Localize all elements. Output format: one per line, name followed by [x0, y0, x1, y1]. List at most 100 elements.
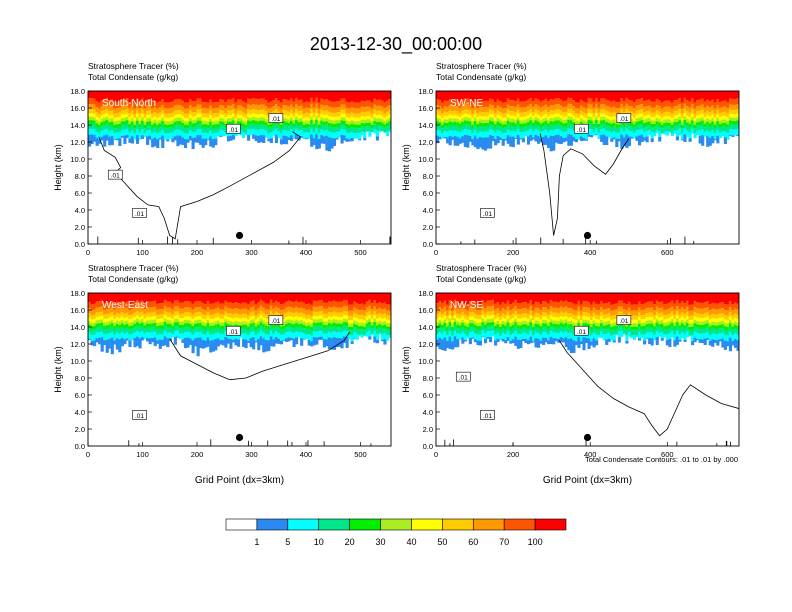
- x-tick-label: 600: [661, 450, 674, 459]
- y-tick-label: 6.0: [75, 391, 85, 400]
- y-tick-label: 16.0: [70, 104, 85, 113]
- contour-label: .01: [577, 127, 586, 134]
- colorbar-swatch: [349, 518, 381, 531]
- y-tick-label: 12.0: [70, 340, 85, 349]
- condensate-contour: [98, 131, 302, 240]
- y-tick-label: 0.0: [75, 240, 85, 249]
- y-tick-label: 16.0: [418, 306, 433, 315]
- contour-label-box: [226, 325, 241, 336]
- y-tick-label: 10.0: [418, 357, 433, 366]
- y-tick-label: 8.0: [75, 374, 85, 383]
- y-tick-label: 0.0: [423, 442, 433, 451]
- y-axis-label: Height (km): [53, 144, 63, 191]
- y-tick-label: 6.0: [423, 391, 433, 400]
- condensate-contour: [169, 331, 350, 381]
- x-tick-label: 200: [191, 450, 204, 459]
- tracer-field: [88, 293, 391, 446]
- y-tick-label: 16.0: [418, 104, 433, 113]
- contour-label-box: [226, 123, 241, 134]
- contour-label-box: [132, 410, 147, 420]
- y-tick-label: 12.0: [418, 340, 433, 349]
- x-tick-label: 0: [434, 450, 438, 459]
- panels: Stratosphere Tracer (%)Total Condensate …: [53, 61, 740, 486]
- colorbar-swatch: [503, 518, 536, 531]
- colorbar-label: 60: [468, 537, 478, 547]
- colorbar-label: 100: [528, 537, 543, 547]
- y-tick-label: 14.0: [70, 121, 85, 130]
- x-tick-label: 0: [86, 248, 90, 257]
- x-axis-label: Grid Point (dx=3km): [543, 475, 632, 486]
- contour-label: .01: [459, 375, 468, 382]
- condensate-contour: [559, 340, 739, 437]
- x-tick-label: 200: [507, 248, 520, 257]
- x-tick-label: 400: [300, 450, 313, 459]
- x-axis-label: Grid Point (dx=3km): [195, 475, 284, 486]
- y-tick-label: 6.0: [423, 189, 433, 198]
- contour-label: .01: [577, 329, 586, 336]
- panel-south-north: Stratosphere Tracer (%)Total Condensate …: [53, 61, 392, 257]
- panel-subtitle-tracer: Stratosphere Tracer (%): [88, 61, 179, 71]
- contour-label: .01: [229, 329, 238, 336]
- colorbar-swatch: [472, 518, 505, 531]
- x-tick-label: 100: [136, 450, 149, 459]
- y-tick-label: 8.0: [75, 172, 85, 181]
- panel-west-east: Stratosphere Tracer (%)Total Condensate …: [53, 263, 392, 486]
- condensate-contour: [539, 133, 630, 236]
- y-tick-label: 2.0: [75, 223, 85, 232]
- y-tick-label: 18.0: [70, 87, 85, 96]
- figure-title: 2013-12-30_00:00:00: [310, 34, 482, 55]
- panel-nw-se: Stratosphere Tracer (%)Total Condensate …: [401, 263, 740, 486]
- colorbar-swatch: [318, 518, 350, 531]
- panel-subtitle-tracer: Stratosphere Tracer (%): [436, 61, 527, 71]
- y-tick-label: 10.0: [70, 155, 85, 164]
- contour-label: .01: [271, 318, 280, 325]
- y-tick-label: 4.0: [423, 206, 433, 215]
- x-tick-label: 0: [86, 450, 90, 459]
- colorbar-label: 30: [376, 537, 386, 547]
- y-tick-label: 0.0: [423, 240, 433, 249]
- location-marker: [235, 433, 244, 442]
- contour-label-box: [574, 123, 589, 134]
- x-tick-label: 400: [584, 248, 597, 257]
- x-tick-label: 400: [584, 450, 597, 459]
- y-axis-label: Height (km): [401, 144, 411, 191]
- y-tick-label: 10.0: [418, 155, 433, 164]
- panel-sw-ne: Stratosphere Tracer (%)Total Condensate …: [401, 61, 740, 257]
- panel-subtitle-condensate: Total Condensate (g/kg): [88, 72, 178, 82]
- y-tick-label: 4.0: [423, 408, 433, 417]
- y-tick-label: 12.0: [70, 138, 85, 147]
- x-tick-label: 200: [191, 248, 204, 257]
- contour-label-box: [268, 113, 284, 123]
- colorbar-label: 20: [345, 537, 355, 547]
- y-tick-label: 0.0: [75, 442, 85, 451]
- contour-label-box: [132, 208, 147, 218]
- contour-label-box: [107, 169, 123, 180]
- contour-label-box: [480, 208, 495, 218]
- panel-subtitle-condensate: Total Condensate (g/kg): [436, 72, 526, 82]
- panel-label: South-North: [102, 98, 156, 109]
- x-tick-label: 600: [661, 248, 674, 257]
- location-marker: [235, 231, 244, 240]
- panel-subtitle-tracer: Stratosphere Tracer (%): [436, 263, 527, 273]
- contour-label: .01: [619, 116, 628, 123]
- colorbar-label: 10: [314, 537, 324, 547]
- colorbar-label: 70: [499, 537, 509, 547]
- x-tick-label: 100: [136, 248, 149, 257]
- y-tick-label: 8.0: [423, 374, 433, 383]
- colorbar-swatch: [225, 518, 258, 531]
- colorbar-label: 5: [285, 537, 290, 547]
- y-tick-label: 2.0: [423, 223, 433, 232]
- colorbar-swatch: [442, 518, 474, 531]
- colorbar: 1 5 10 20 30 40 50 60 70 100: [225, 518, 567, 547]
- x-tick-label: 500: [354, 450, 367, 459]
- contour-label: .01: [229, 127, 238, 134]
- contour-label: .01: [135, 413, 144, 420]
- plot-frame: [87, 292, 392, 447]
- x-tick-label: 300: [245, 450, 258, 459]
- colorbar-swatch: [411, 518, 443, 531]
- y-tick-label: 14.0: [418, 121, 433, 130]
- panel-subtitle-tracer: Stratosphere Tracer (%): [88, 263, 179, 273]
- y-tick-label: 14.0: [70, 323, 85, 332]
- tracer-field: [436, 293, 739, 446]
